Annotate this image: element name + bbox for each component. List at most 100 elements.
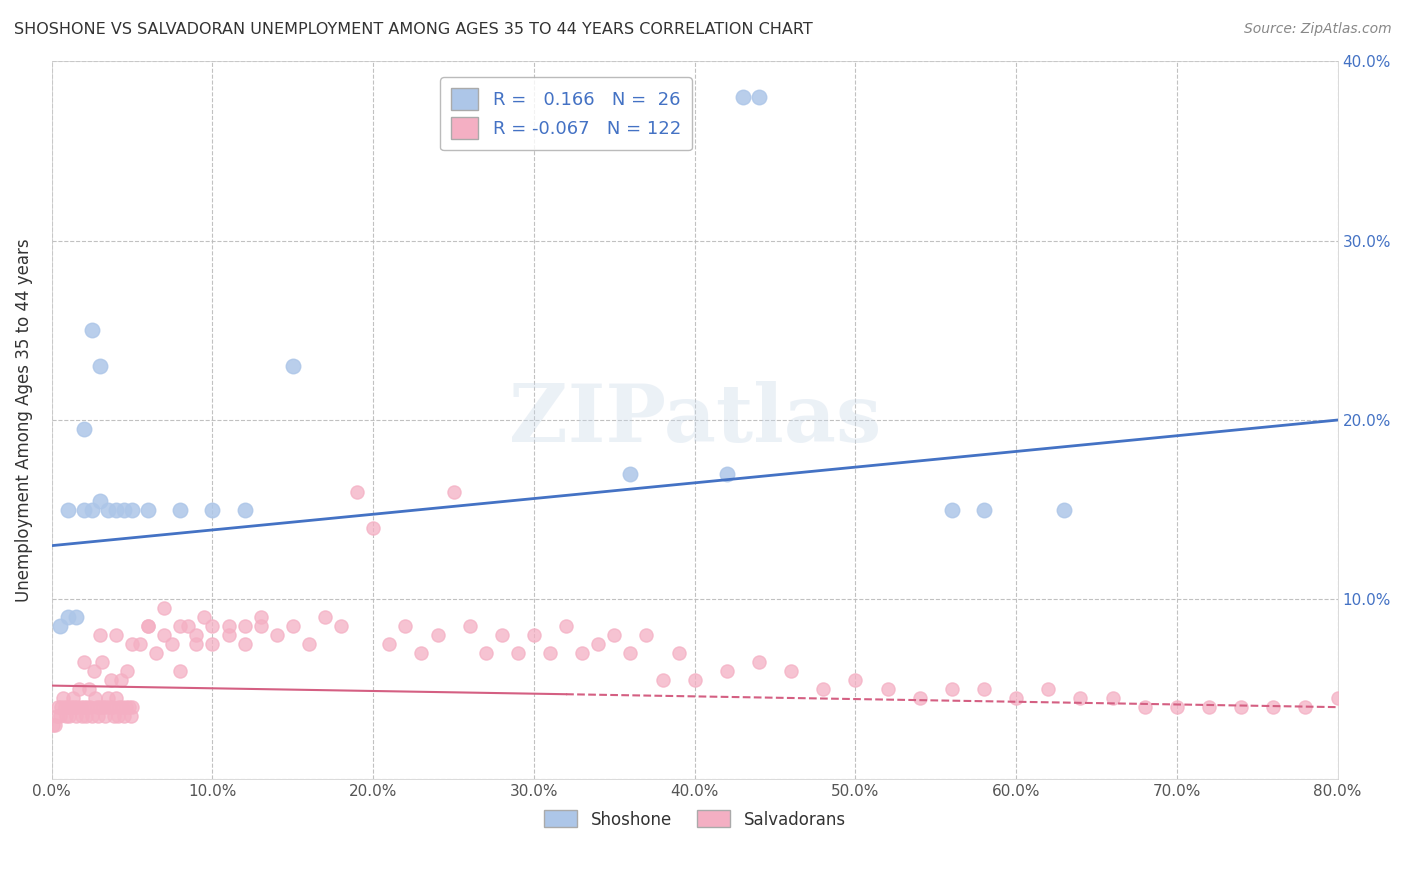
Point [153, 628, 176, 642]
Point [266, 628, 288, 642]
Point [65, 610, 87, 624]
Point [314, 610, 336, 624]
Point [298, 637, 321, 651]
Text: Source: ZipAtlas.com: Source: ZipAtlas.com [1244, 22, 1392, 37]
Point [218, 619, 240, 633]
Point [1230, 700, 1253, 714]
Point [120, 709, 142, 723]
Point [1005, 691, 1028, 706]
Point [91, 700, 114, 714]
Point [89, 700, 111, 714]
Point [731, 90, 754, 104]
Point [100, 673, 122, 688]
Point [114, 700, 136, 714]
Point [80, 502, 103, 516]
Point [1263, 700, 1285, 714]
Point [56, 502, 79, 516]
Point [112, 502, 135, 516]
Point [651, 673, 673, 688]
Point [748, 90, 770, 104]
Point [62, 691, 84, 706]
Point [555, 619, 578, 633]
Point [169, 502, 191, 516]
Point [121, 637, 143, 651]
Point [474, 646, 496, 660]
Point [443, 484, 465, 499]
Point [201, 637, 224, 651]
Point [1166, 700, 1188, 714]
Point [121, 700, 143, 714]
Point [330, 619, 353, 633]
Point [201, 619, 224, 633]
Point [111, 700, 134, 714]
Point [45, 709, 67, 723]
Point [89, 493, 111, 508]
Point [76, 700, 98, 714]
Point [49, 709, 72, 723]
Point [748, 655, 770, 669]
Point [218, 628, 240, 642]
Point [458, 619, 481, 633]
Point [56, 700, 79, 714]
Point [94, 709, 117, 723]
Point [1053, 502, 1076, 516]
Point [281, 359, 304, 374]
Point [523, 628, 546, 642]
Point [169, 665, 191, 679]
Point [89, 628, 111, 642]
Point [145, 646, 167, 660]
Point [973, 502, 995, 516]
Point [908, 691, 931, 706]
Point [105, 628, 128, 642]
Text: SHOSHONE VS SALVADORAN UNEMPLOYMENT AMONG AGES 35 TO 44 YEARS CORRELATION CHART: SHOSHONE VS SALVADORAN UNEMPLOYMENT AMON… [14, 22, 813, 37]
Point [73, 422, 96, 436]
Point [69, 700, 91, 714]
Y-axis label: Unemployment Among Ages 35 to 44 years: Unemployment Among Ages 35 to 44 years [15, 238, 32, 602]
Point [96, 700, 118, 714]
Point [117, 665, 139, 679]
Point [103, 709, 125, 723]
Point [63, 700, 86, 714]
Point [53, 700, 76, 714]
Point [586, 637, 609, 651]
Point [233, 619, 256, 633]
Text: ZIPatlas: ZIPatlas [509, 381, 880, 459]
Point [169, 619, 191, 633]
Point [66, 700, 89, 714]
Point [249, 610, 271, 624]
Point [636, 628, 658, 642]
Point [668, 646, 690, 660]
Point [1295, 700, 1317, 714]
Point [233, 637, 256, 651]
Point [51, 700, 73, 714]
Legend: Shoshone, Salvadorans: Shoshone, Salvadorans [537, 804, 852, 835]
Point [84, 691, 107, 706]
Point [1326, 691, 1348, 706]
Point [193, 610, 215, 624]
Point [80, 323, 103, 337]
Point [394, 619, 416, 633]
Point [411, 646, 433, 660]
Point [65, 709, 87, 723]
Point [844, 673, 866, 688]
Point [941, 502, 963, 516]
Point [571, 646, 593, 660]
Point [107, 709, 129, 723]
Point [83, 665, 105, 679]
Point [98, 700, 121, 714]
Point [80, 709, 103, 723]
Point [249, 619, 271, 633]
Point [378, 637, 401, 651]
Point [97, 691, 120, 706]
Point [105, 502, 128, 516]
Point [177, 619, 200, 633]
Point [603, 628, 626, 642]
Point [101, 700, 124, 714]
Point [118, 700, 141, 714]
Point [86, 700, 108, 714]
Point [56, 610, 79, 624]
Point [52, 691, 75, 706]
Point [1038, 682, 1060, 697]
Point [75, 709, 97, 723]
Point [105, 691, 128, 706]
